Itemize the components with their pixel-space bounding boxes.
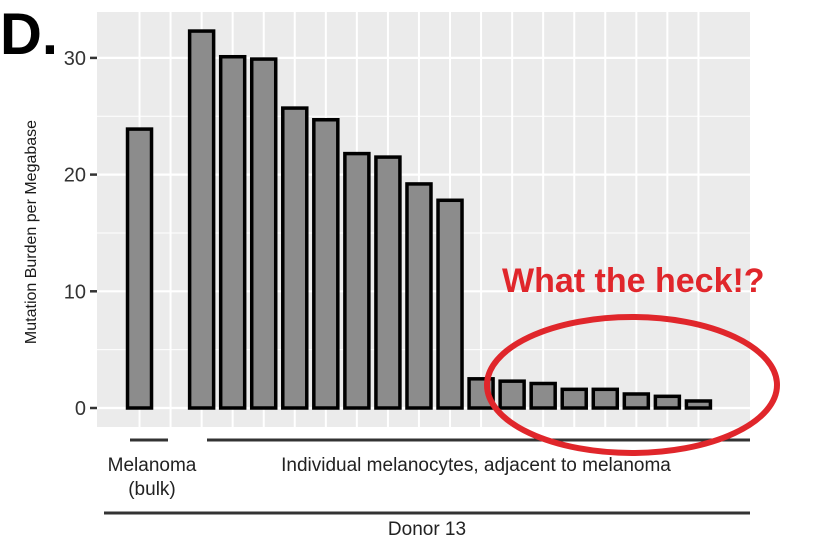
individual-group-label: Individual melanocytes, adjacent to mela… (281, 455, 671, 476)
y-tick-label: 10 (64, 281, 86, 303)
bar-cell-2 (218, 54, 247, 410)
bar-cell-3 (249, 57, 278, 410)
bar-cell-12 (529, 381, 557, 410)
panel-letter: D. (0, 2, 58, 67)
bar-cell-16 (653, 394, 682, 410)
bar-cell-6 (343, 151, 371, 410)
melanoma-label-line2: (bulk) (128, 479, 176, 500)
bar-cell-17 (684, 399, 713, 410)
bar-cell-9 (436, 198, 464, 410)
bar-melanoma-bulk- (125, 127, 154, 410)
bar-cell-8 (405, 182, 433, 410)
bar-cell-1 (187, 29, 216, 410)
y-axis-label: Mutation Burden per Megabase (23, 119, 40, 345)
bar-cell-13 (560, 387, 588, 410)
bar-cell-7 (374, 155, 402, 410)
bar-cell-5 (312, 118, 340, 410)
bar-cell-11 (498, 379, 526, 410)
melanoma-label-line1: Melanoma (107, 455, 197, 476)
y-axis: 0 10 20 30 (64, 48, 97, 420)
y-tick-label: 0 (75, 398, 86, 420)
bar-cell-4 (281, 106, 309, 410)
y-tick-label: 20 (64, 165, 86, 187)
highlight-ellipse (484, 314, 780, 456)
y-tick-label: 30 (64, 48, 86, 70)
bar-cell-14 (591, 387, 620, 410)
melanoma-group-label: Melanoma (bulk) (92, 454, 212, 502)
bar-cell-15 (622, 392, 651, 410)
donor-group-label: Donor 13 (387, 519, 467, 540)
annotation-text: What the heck!? (502, 262, 765, 300)
